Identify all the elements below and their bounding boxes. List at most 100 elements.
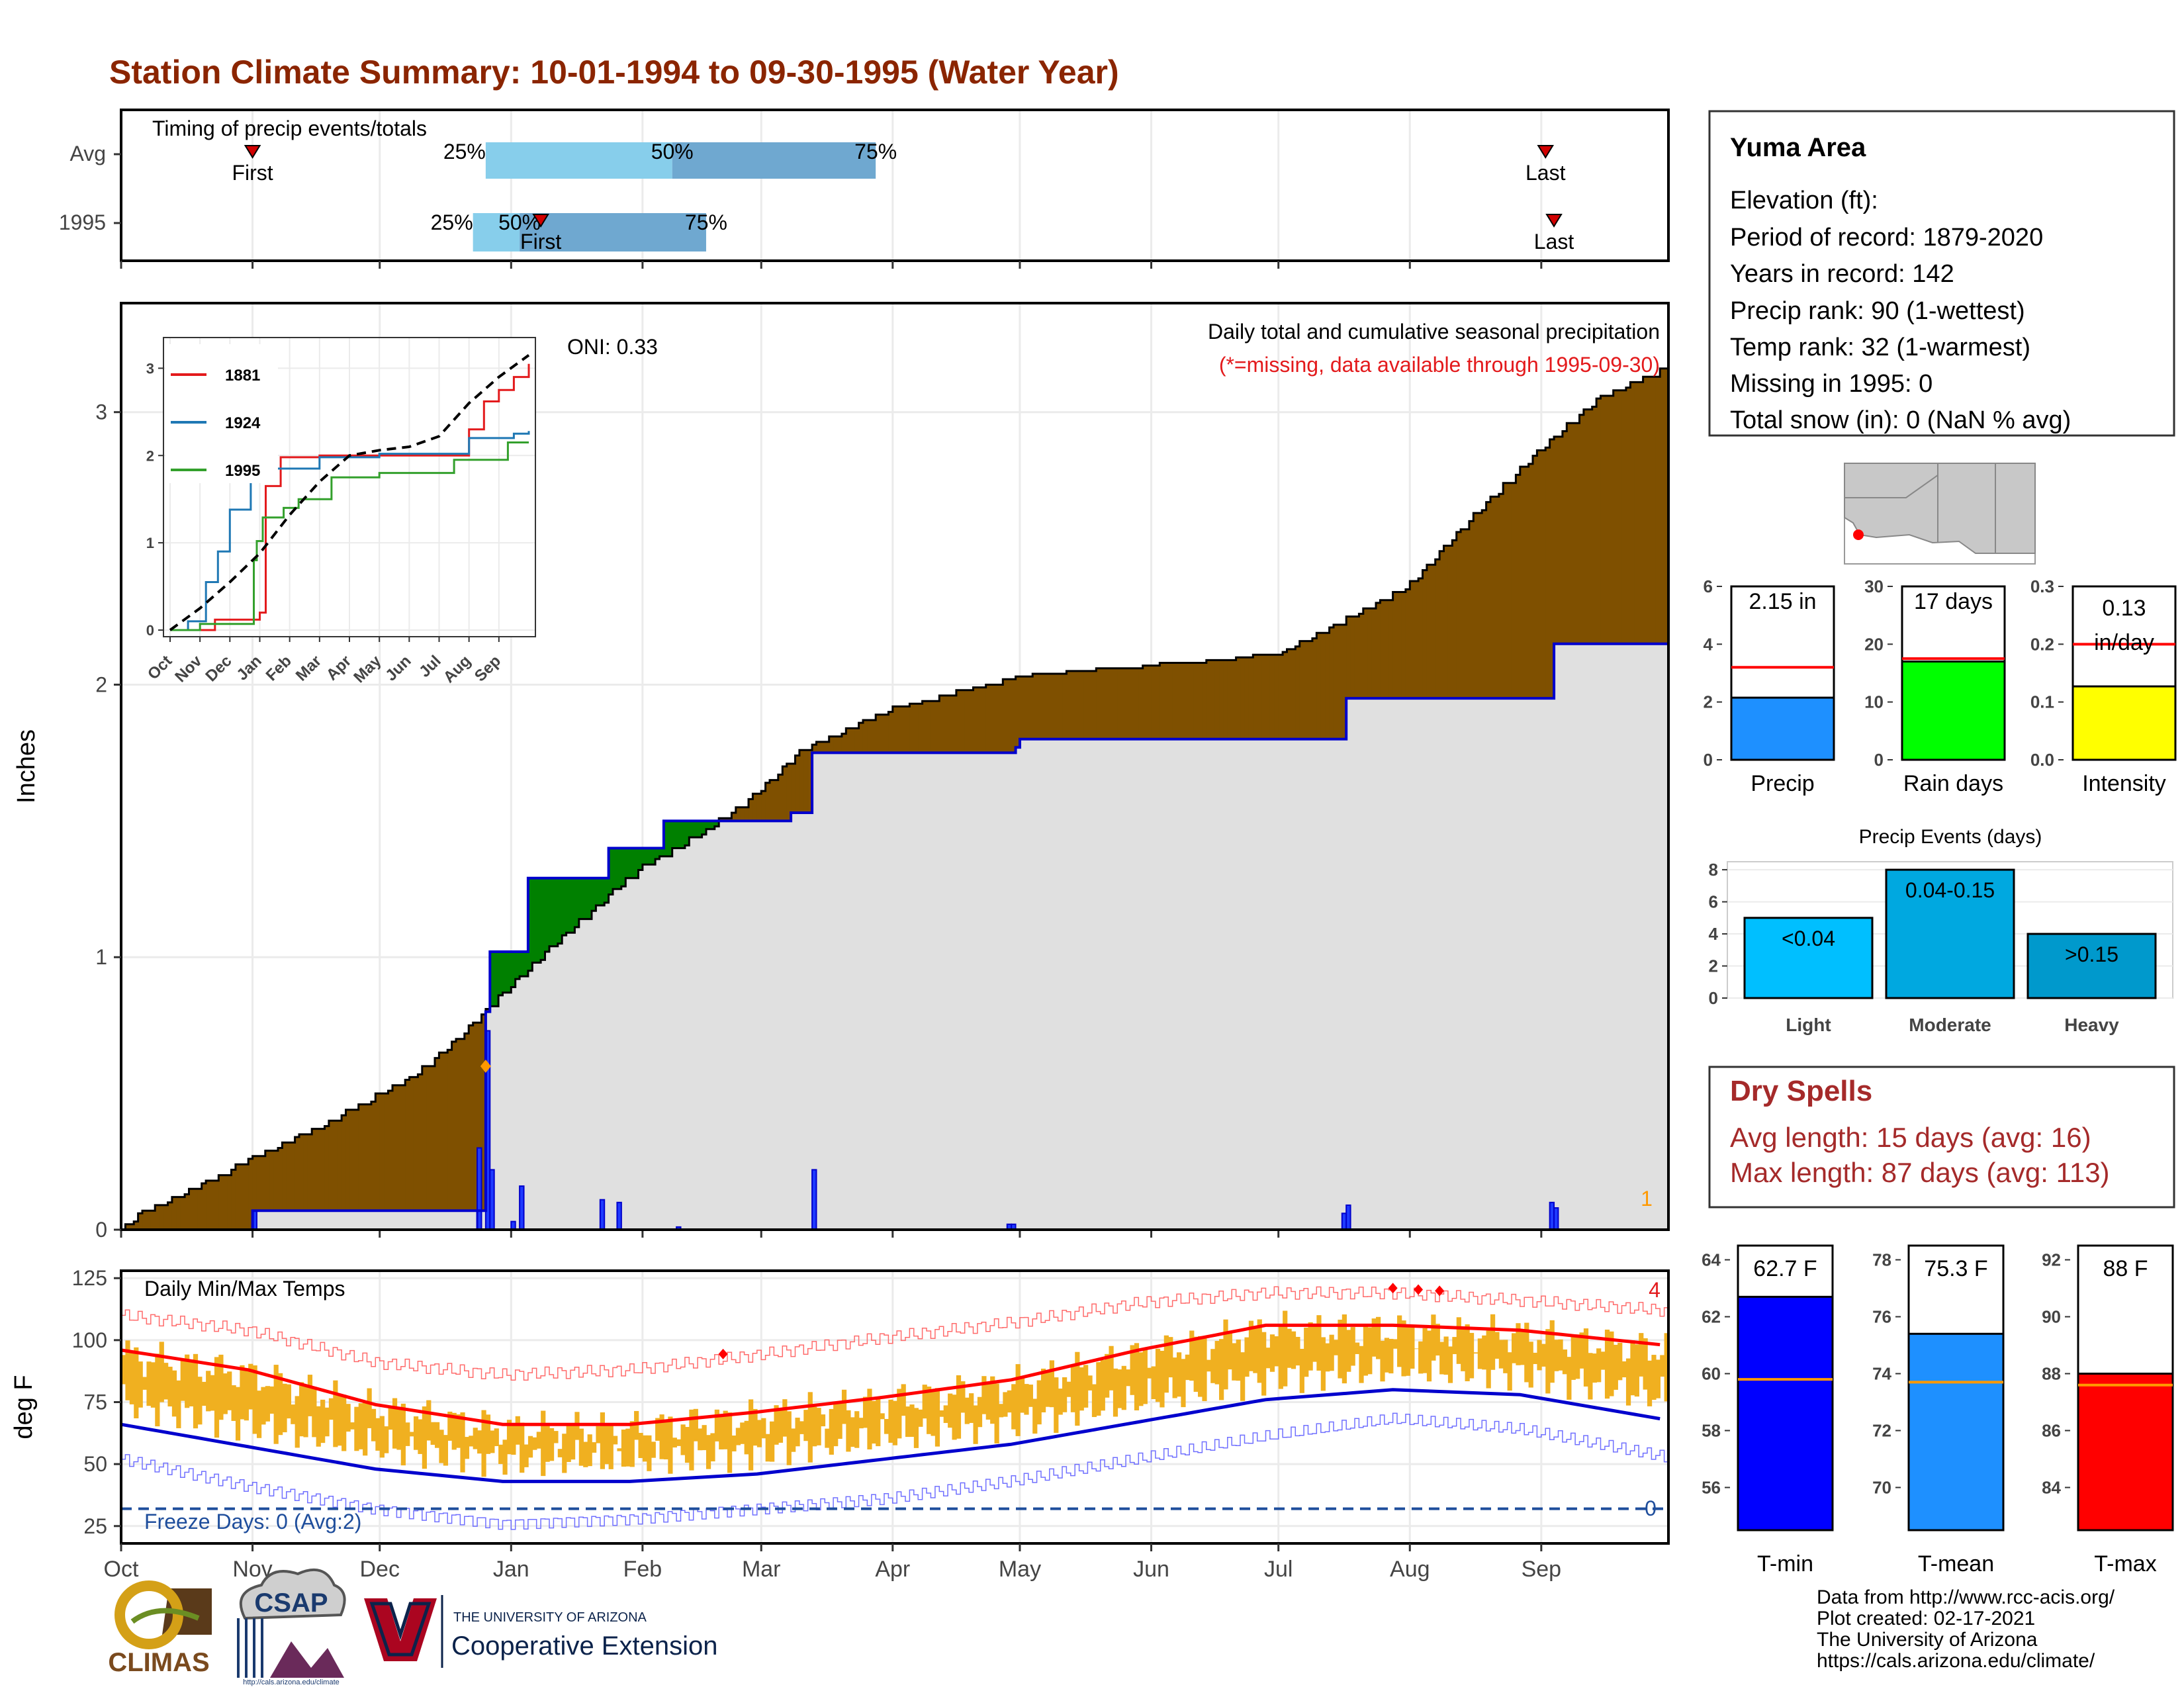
daily-temp-range-bar (1583, 1328, 1589, 1387)
timing-last-marker (1545, 214, 1563, 228)
deficit-area (791, 763, 796, 813)
daily-temp-range-bar (723, 1410, 728, 1449)
daily-temp-range-bar (871, 1400, 876, 1444)
daily-temp-range-bar (320, 1399, 326, 1443)
deficit-area (244, 1164, 249, 1230)
daily-temp-range-bar (354, 1406, 359, 1451)
max-daily-marker (480, 1059, 491, 1073)
deficit-area (1185, 663, 1190, 739)
daily-temp-range-bar (1596, 1348, 1602, 1383)
daily-temp-range-bar (1007, 1390, 1012, 1413)
deficit-area (248, 1158, 253, 1230)
deficit-area (1651, 377, 1657, 644)
timing-row-1995-label: 1995 (59, 210, 106, 234)
deficit-area (782, 766, 788, 821)
daily-temp-range-bar (778, 1410, 784, 1443)
daily-temp-range-bar (1329, 1334, 1334, 1371)
daily-temp-range-bar (1655, 1359, 1661, 1398)
deficit-area (735, 807, 741, 821)
deficit-area (367, 1104, 372, 1211)
deficit-area (1414, 581, 1419, 699)
station-info-frame (1708, 110, 2175, 437)
daily-temp-range-bar (541, 1410, 546, 1477)
daily-temp-range-bar (248, 1363, 253, 1410)
deficit-area (1163, 663, 1169, 739)
surplus-area (676, 821, 682, 848)
deficit-area (943, 695, 948, 753)
summary-bar-intensity (2071, 685, 2177, 761)
surplus-area (638, 848, 643, 870)
deficit-area (1075, 670, 1080, 739)
daily-temp-range-bar (138, 1361, 143, 1408)
deficit-area (1456, 531, 1461, 699)
daily-temp-range-bar (1621, 1361, 1627, 1378)
daily-temp-range-bar (1155, 1348, 1161, 1402)
temp-bar-tick-label: 58 (1702, 1421, 1721, 1441)
surplus-area (592, 878, 597, 911)
credit-line: The University of Arizona (1817, 1629, 2038, 1651)
surplus-area (498, 952, 504, 995)
daily-temp-range-bar (952, 1394, 957, 1440)
daily-temp-range-bar (1537, 1340, 1542, 1371)
temp-y-tick-label: 125 (72, 1266, 107, 1290)
deficit-area (990, 684, 995, 753)
daily-temp-range-bar (647, 1435, 652, 1471)
daily-temp-range-bar (629, 1421, 635, 1467)
station-precip-rank: Precip rank: 90 (1-wettest) (1730, 297, 2025, 325)
deficit-area (125, 1224, 130, 1230)
deficit-area (214, 1180, 219, 1230)
daily-temp-range-bar (146, 1361, 152, 1406)
deficit-area (269, 1150, 275, 1211)
daily-temp-range-bar (396, 1408, 402, 1450)
daily-temp-range-bar (1604, 1329, 1610, 1399)
temp-month-label: Sep (1522, 1557, 1562, 1582)
daily-temp-range-bar (1541, 1344, 1547, 1367)
deficit-area (1643, 377, 1648, 644)
deficit-area (884, 714, 889, 753)
deficit-area (1486, 502, 1491, 699)
daily-temp-range-bar (1443, 1336, 1449, 1375)
daily-temp-range-bar (1015, 1364, 1021, 1436)
daily-temp-range-bar (388, 1406, 393, 1430)
daily-temp-range-bar (1461, 1327, 1466, 1371)
surplus-area (570, 878, 575, 933)
daily-temp-range-bar (943, 1405, 948, 1424)
ua-logo-mark (364, 1598, 437, 1661)
ua-logo-large-text: Cooperative Extension (451, 1631, 717, 1661)
daily-temp-range-bar (523, 1444, 529, 1467)
deficit-area (1630, 382, 1635, 644)
deficit-area (1083, 670, 1089, 739)
summary-bar-value-unit: in/day (2094, 630, 2154, 655)
daily-temp-range-bar (1410, 1327, 1415, 1369)
deficit-area (129, 1224, 134, 1230)
precip-frame (120, 302, 1670, 1231)
daily-temp-range-bar (841, 1389, 847, 1424)
daily-temp-range-bar (735, 1428, 741, 1445)
temp-month-label: Feb (623, 1557, 662, 1582)
inset-y-tick-label: 3 (146, 360, 154, 377)
deficit-area (825, 741, 830, 753)
map-border-line (1844, 463, 1938, 498)
daily-temp-range-bar (740, 1422, 745, 1444)
timing-bar-25-50 (485, 142, 672, 179)
daily-temp-range-bar (587, 1434, 592, 1467)
daily-temp-range-bar (1431, 1314, 1436, 1361)
temp-month-label: May (999, 1557, 1041, 1582)
deficit-area (977, 687, 982, 753)
daily-temp-range-bar (1299, 1349, 1304, 1393)
deficit-area (206, 1180, 211, 1230)
deficit-area (1609, 396, 1614, 644)
ua-logo-small-text: THE UNIVERSITY OF ARIZONA (453, 1610, 647, 1625)
daily-temp-range-bar (583, 1441, 588, 1467)
daily-temp-range-bar (273, 1365, 279, 1444)
precip-observed-area (121, 643, 1668, 1230)
deficit-area (1278, 655, 1283, 739)
csap-logo-rain (237, 1618, 263, 1678)
daily-temp-range-bar (985, 1383, 991, 1420)
deficit-area (765, 782, 770, 821)
daily-temp-range-bar (506, 1420, 512, 1455)
station-missing: Missing in 1995: 0 (1730, 370, 1933, 398)
daily-temp-range-bar (358, 1403, 363, 1449)
precip-plot (121, 367, 1669, 1231)
